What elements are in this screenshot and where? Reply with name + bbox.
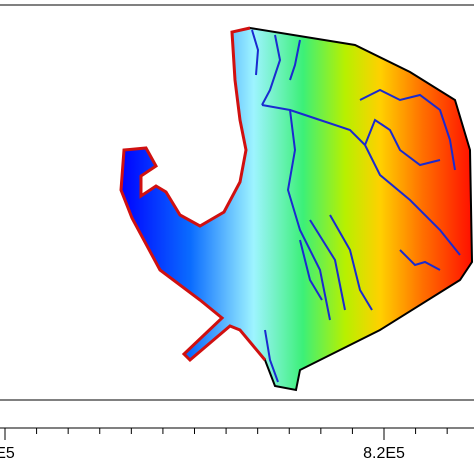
- river: [359, 88, 456, 171]
- river: [264, 329, 279, 383]
- x-tick-label: E5: [0, 445, 15, 462]
- river: [289, 109, 461, 256]
- river: [364, 118, 441, 167]
- river: [251, 29, 260, 76]
- river: [399, 249, 441, 271]
- river: [329, 214, 373, 311]
- river: [289, 39, 301, 81]
- river: [309, 219, 346, 311]
- x-axis-ticks: [0, 427, 474, 440]
- river: [299, 239, 323, 301]
- river: [261, 34, 282, 106]
- x-tick-label: 8.2E5: [363, 445, 405, 462]
- rivers: [251, 29, 461, 383]
- coast-outline: [119, 26, 267, 363]
